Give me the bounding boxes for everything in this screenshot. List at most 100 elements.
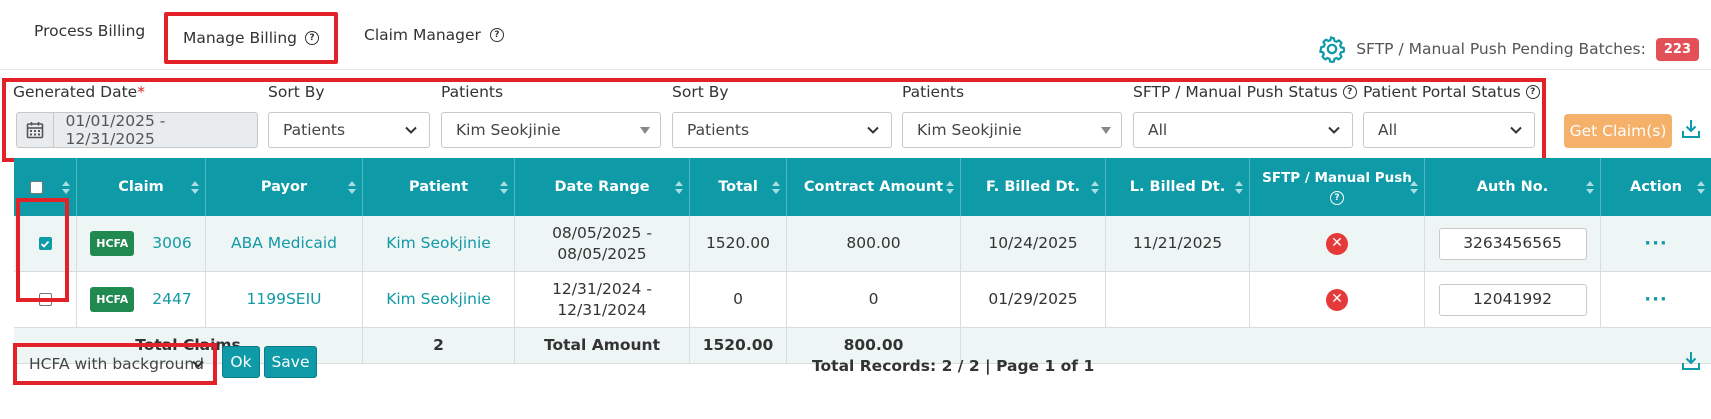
column-header-payor[interactable]: Payor <box>206 158 363 216</box>
error-x-icon: ✕ <box>1326 288 1348 311</box>
payor-link[interactable]: 1199SEIU <box>246 290 322 308</box>
help-icon[interactable]: ? <box>1342 85 1357 99</box>
column-header-f-billed[interactable]: F. Billed Dt. <box>961 158 1106 216</box>
total-amount-label: Total Amount <box>515 328 690 363</box>
patient-cell: Kim Seokjinie <box>363 272 515 327</box>
get-claims-button[interactable]: Get Claim(s) <box>1564 114 1672 148</box>
sort-icon[interactable] <box>191 181 199 194</box>
column-header-sftp-manual-push[interactable]: SFTP / Manual Push ? <box>1250 158 1425 216</box>
action-cell: ··· <box>1601 272 1711 327</box>
claim-link[interactable]: 3006 <box>152 234 192 252</box>
sort-icon[interactable] <box>62 181 70 194</box>
column-header-contract-amount-label: Contract Amount <box>803 179 944 195</box>
chevron-down-icon <box>1328 126 1340 134</box>
generated-date-range-input[interactable]: 01/01/2025 - 12/31/2025 <box>16 112 258 148</box>
column-header-action[interactable]: Action <box>1601 158 1711 216</box>
billing-tabs: Process Billing Manage Billing ? Claim M… <box>0 0 1711 72</box>
sftp-status-label-text: SFTP / Manual Push Status <box>1133 83 1338 101</box>
row-select-checkbox[interactable] <box>38 237 52 250</box>
pending-count-badge[interactable]: 223 <box>1655 37 1699 61</box>
sort-by-1-select[interactable]: Patients <box>268 112 430 148</box>
column-header-auth-no[interactable]: Auth No. <box>1425 158 1601 216</box>
ok-button[interactable]: Ok <box>222 346 260 378</box>
check-icon <box>40 240 50 248</box>
patient-cell: Kim Seokjinie <box>363 216 515 271</box>
select-all-checkbox[interactable] <box>29 180 43 194</box>
sort-icon[interactable] <box>1586 181 1594 194</box>
more-options-icon[interactable]: ··· <box>1644 289 1668 310</box>
table-row[interactable]: HCFA 3006 ABA Medicaid Kim Seokjinie 08/… <box>14 216 1711 272</box>
claim-link[interactable]: 2447 <box>152 290 192 308</box>
table-header: Claim Payor Patient Date Range Total Con… <box>14 158 1711 216</box>
portal-status-select[interactable]: All <box>1363 112 1535 148</box>
sort-by-2-select[interactable]: Patients <box>672 112 892 148</box>
help-icon[interactable]: ? <box>305 31 320 45</box>
more-options-icon[interactable]: ··· <box>1644 233 1668 254</box>
help-icon[interactable]: ? <box>1525 85 1540 99</box>
print-format-value: HCFA with background <box>29 355 204 373</box>
column-header-sftp-manual-push-label: SFTP / Manual Push <box>1262 170 1412 186</box>
help-icon[interactable]: ? <box>489 28 504 42</box>
hcfa-badge: HCFA <box>90 231 135 256</box>
patients-2-value: Kim Seokjinie <box>917 121 1022 139</box>
column-header-contract-amount[interactable]: Contract Amount <box>787 158 961 216</box>
column-header-date-range[interactable]: Date Range <box>515 158 690 216</box>
print-format-select[interactable]: HCFA with background <box>17 347 213 381</box>
column-header-auth-no-label: Auth No. <box>1476 179 1549 195</box>
tab-manage-billing[interactable]: Manage Billing ? <box>164 12 338 64</box>
column-header-f-billed-label: F. Billed Dt. <box>985 179 1081 195</box>
sort-icon[interactable] <box>1091 181 1099 194</box>
patients-1-label: Patients <box>441 83 504 101</box>
generated-date-label: Generated Date * <box>13 83 145 101</box>
sort-icon[interactable] <box>1235 181 1243 194</box>
tab-claim-manager-label: Claim Manager <box>364 26 481 44</box>
save-button[interactable]: Save <box>264 346 317 378</box>
date-range-cell: 12/31/2024 - 12/31/2024 <box>515 272 690 327</box>
payor-cell: 1199SEIU <box>206 272 363 327</box>
sort-icon[interactable] <box>500 181 508 194</box>
table-row[interactable]: HCFA 2447 1199SEIU Kim Seokjinie 12/31/2… <box>14 272 1711 328</box>
sort-by-1-value: Patients <box>283 121 346 139</box>
pending-batches-label: SFTP / Manual Push Pending Batches: <box>1356 40 1646 58</box>
calendar-icon[interactable] <box>17 113 54 147</box>
patients-2-select[interactable]: Kim Seokjinie <box>902 112 1122 148</box>
f-billed-cell: 01/29/2025 <box>961 272 1106 327</box>
row-select-cell <box>14 216 77 271</box>
tab-claim-manager[interactable]: Claim Manager ? <box>364 26 504 44</box>
tab-process-billing[interactable]: Process Billing <box>34 22 145 40</box>
column-header-l-billed-label: L. Billed Dt. <box>1129 179 1226 195</box>
checkbox-highlight <box>16 198 69 302</box>
required-marker: * <box>137 83 145 101</box>
sort-icon[interactable] <box>348 181 356 194</box>
total-contract-amount: 800.00 <box>787 328 961 363</box>
patient-link[interactable]: Kim Seokjinie <box>386 234 491 252</box>
tabs-divider <box>0 69 1711 70</box>
l-billed-cell <box>1106 272 1250 327</box>
auth-no-input[interactable]: 12041992 <box>1438 283 1587 316</box>
sort-icon[interactable] <box>1410 181 1418 194</box>
download-icon[interactable] <box>1680 118 1702 140</box>
help-icon[interactable]: ? <box>1330 191 1344 205</box>
claim-cell: HCFA 2447 <box>77 272 206 327</box>
payor-cell: ABA Medicaid <box>206 216 363 271</box>
column-header-patient[interactable]: Patient <box>363 158 515 216</box>
sort-icon[interactable] <box>675 181 683 194</box>
column-header-claim[interactable]: Claim <box>77 158 206 216</box>
download-icon[interactable] <box>1680 350 1702 372</box>
gear-icon[interactable] <box>1318 35 1346 63</box>
patients-1-select[interactable]: Kim Seokjinie <box>441 112 661 148</box>
column-header-total[interactable]: Total <box>690 158 787 216</box>
payor-link[interactable]: ABA Medicaid <box>231 234 337 252</box>
patient-link[interactable]: Kim Seokjinie <box>386 290 491 308</box>
sftp-status-cell: ✕ <box>1250 272 1425 327</box>
column-header-date-range-label: Date Range <box>554 179 650 195</box>
auth-no-input[interactable]: 3263456565 <box>1438 227 1587 260</box>
caret-down-icon <box>640 127 650 134</box>
sftp-status-label: SFTP / Manual Push Status ? <box>1133 83 1357 101</box>
sftp-status-select[interactable]: All <box>1133 112 1353 148</box>
column-header-l-billed[interactable]: L. Billed Dt. <box>1106 158 1250 216</box>
portal-status-label: Patient Portal Status ? <box>1363 83 1540 101</box>
sort-icon[interactable] <box>772 181 780 194</box>
sort-icon[interactable] <box>1697 181 1705 194</box>
sort-icon[interactable] <box>946 181 954 194</box>
